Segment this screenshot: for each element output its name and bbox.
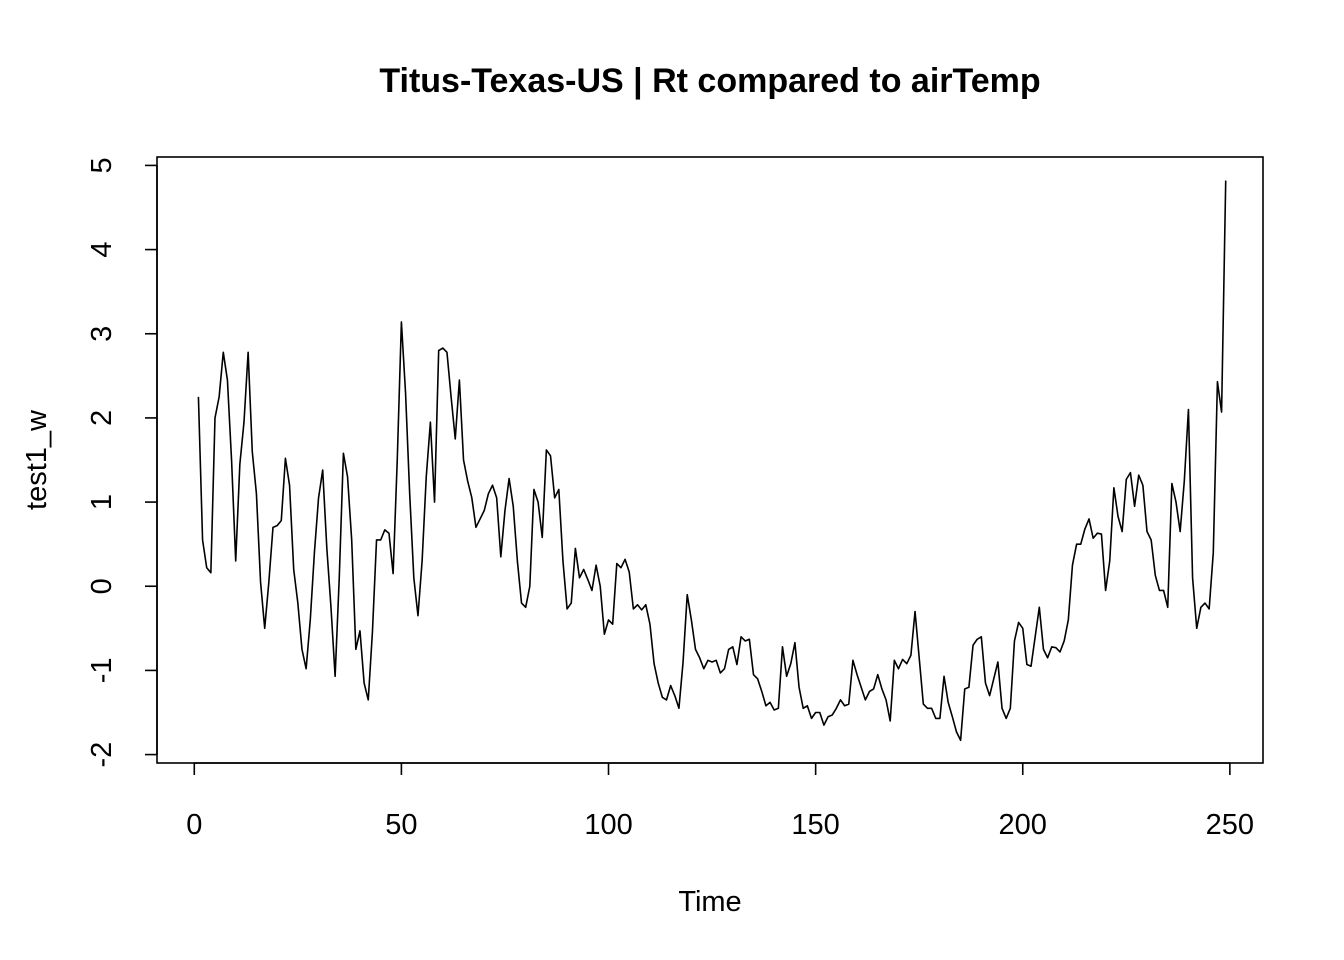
y-axis-label: test1_w [21, 409, 53, 510]
y-tick-label: -2 [86, 742, 118, 768]
y-tick-label: 0 [86, 578, 118, 594]
y-tick-label: 5 [86, 157, 118, 173]
x-axis: 0 50 100 150 200 250 [186, 762, 1254, 841]
x-tick-label: 50 [385, 809, 417, 841]
x-tick-label: 0 [186, 809, 202, 841]
x-tick-label: 200 [999, 809, 1047, 841]
y-tick-label: 1 [86, 494, 118, 510]
x-tick-label: 150 [791, 809, 839, 841]
y-tick-label: 3 [86, 326, 118, 342]
plot-frame [156, 156, 1264, 764]
y-tick-label: 4 [86, 242, 118, 258]
y-tick-label: -1 [86, 658, 118, 684]
x-tick-label: 100 [584, 809, 632, 841]
y-axis: -2 -1 0 1 2 3 4 5 [86, 157, 158, 768]
x-axis-label: Time [678, 886, 741, 918]
series-layer [197, 180, 1227, 742]
chart-title: Titus-Texas-US | Rt compared to airTemp [379, 62, 1040, 100]
series-line-0 [197, 180, 1227, 742]
y-tick-label: 2 [86, 410, 118, 426]
x-tick-label: 250 [1206, 809, 1254, 841]
